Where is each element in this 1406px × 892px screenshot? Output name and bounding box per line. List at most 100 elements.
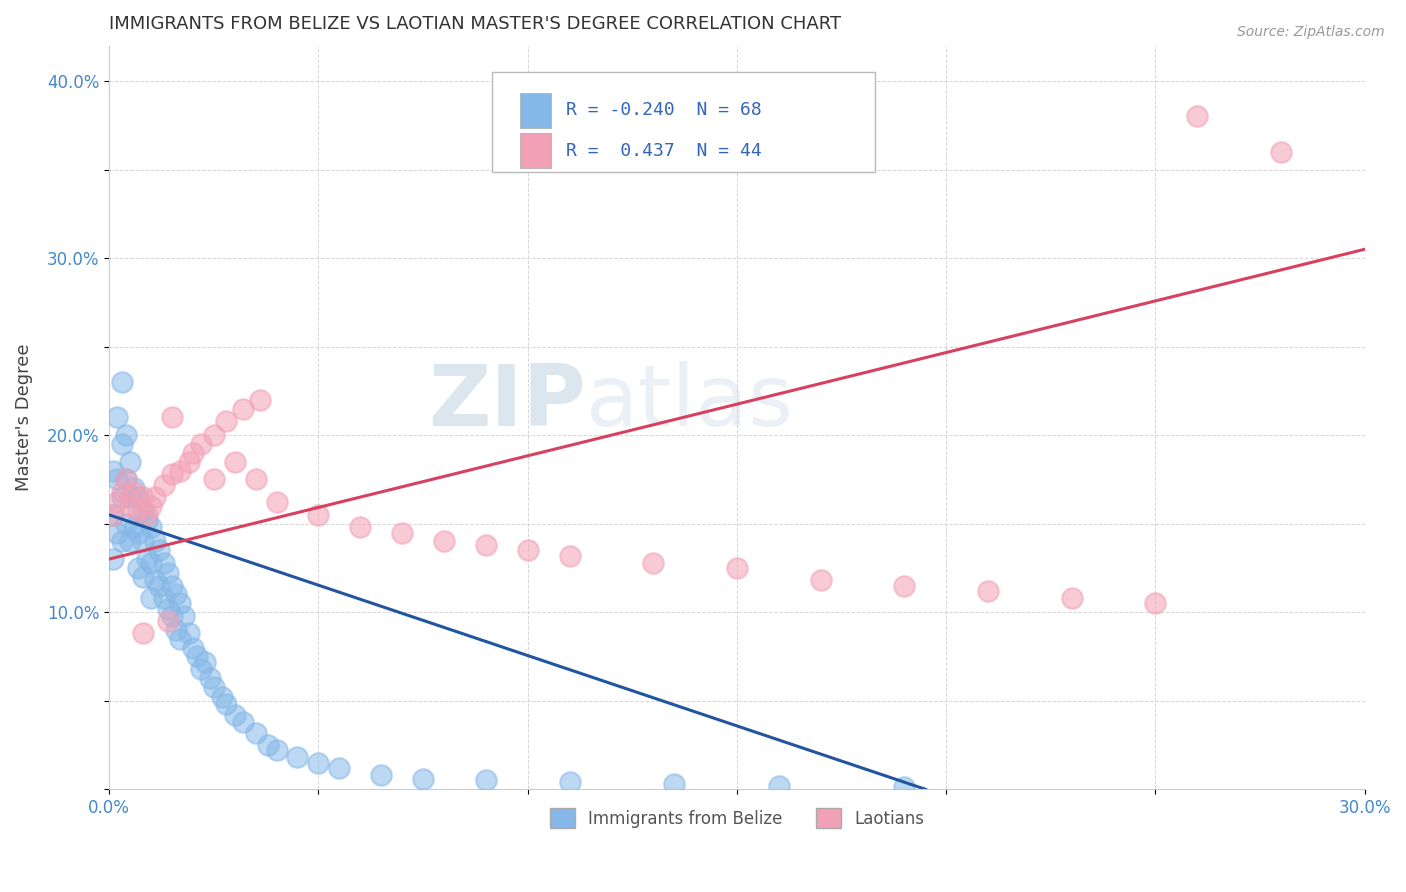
Point: [103, 552, 125, 566]
Text: IMMIGRANTS FROM BELIZE VS LAOTIAN MASTER'S DEGREE CORRELATION CHART: IMMIGRANTS FROM BELIZE VS LAOTIAN MASTER…: [110, 15, 841, 33]
Point: [266, 495, 288, 509]
Point: [139, 520, 162, 534]
Point: [139, 499, 162, 513]
Point: [143, 574, 166, 588]
Point: [165, 623, 187, 637]
Point: [127, 561, 149, 575]
Point: [391, 525, 413, 540]
Point: [127, 490, 149, 504]
Point: [131, 626, 153, 640]
Text: Source: ZipAtlas.com: Source: ZipAtlas.com: [1237, 25, 1385, 39]
Point: [370, 768, 392, 782]
Point: [232, 714, 254, 729]
Point: [249, 392, 271, 407]
Point: [115, 472, 138, 486]
Point: [107, 472, 129, 486]
Point: [266, 743, 288, 757]
Point: [307, 756, 329, 770]
Point: [118, 455, 141, 469]
Point: [475, 538, 498, 552]
Point: [810, 574, 832, 588]
Point: [725, 561, 748, 575]
Point: [349, 520, 371, 534]
Point: [160, 410, 183, 425]
Point: [558, 549, 581, 563]
Point: [173, 608, 195, 623]
Point: [111, 484, 134, 499]
Point: [224, 455, 246, 469]
Point: [115, 472, 138, 486]
Point: [118, 490, 141, 504]
Point: [103, 508, 125, 522]
Point: [160, 579, 183, 593]
Point: [131, 570, 153, 584]
Point: [977, 583, 1000, 598]
Point: [1144, 596, 1167, 610]
Point: [287, 750, 309, 764]
Point: [122, 484, 145, 499]
Point: [224, 707, 246, 722]
Point: [245, 472, 267, 486]
Point: [115, 516, 138, 531]
Point: [127, 502, 149, 516]
Point: [558, 775, 581, 789]
FancyBboxPatch shape: [492, 71, 875, 172]
Point: [111, 490, 134, 504]
Point: [257, 738, 280, 752]
Point: [156, 614, 179, 628]
FancyBboxPatch shape: [520, 133, 551, 169]
Point: [165, 587, 187, 601]
Point: [103, 508, 125, 522]
Point: [111, 534, 134, 549]
Point: [127, 525, 149, 540]
Point: [893, 579, 915, 593]
Point: [177, 626, 200, 640]
Point: [433, 534, 456, 549]
Text: R =  0.437  N = 44: R = 0.437 N = 44: [567, 142, 762, 160]
Point: [190, 662, 212, 676]
Point: [156, 601, 179, 615]
Point: [131, 534, 153, 549]
Point: [122, 481, 145, 495]
Point: [475, 773, 498, 788]
Point: [1060, 591, 1083, 605]
FancyBboxPatch shape: [520, 93, 551, 128]
Point: [186, 649, 208, 664]
Point: [107, 525, 129, 540]
Point: [156, 566, 179, 581]
Point: [245, 725, 267, 739]
Point: [148, 579, 170, 593]
Point: [662, 777, 685, 791]
Point: [115, 428, 138, 442]
Point: [202, 472, 225, 486]
Point: [139, 591, 162, 605]
Point: [160, 608, 183, 623]
Point: [107, 410, 129, 425]
Point: [307, 508, 329, 522]
Point: [103, 464, 125, 478]
Point: [190, 437, 212, 451]
Text: atlas: atlas: [586, 361, 794, 444]
Point: [1187, 110, 1209, 124]
Point: [135, 552, 157, 566]
Point: [232, 401, 254, 416]
Point: [169, 464, 191, 478]
Point: [111, 437, 134, 451]
Point: [328, 761, 350, 775]
Point: [152, 477, 174, 491]
Point: [131, 502, 153, 516]
Legend: Immigrants from Belize, Laotians: Immigrants from Belize, Laotians: [541, 799, 932, 837]
Point: [211, 690, 233, 705]
Point: [131, 490, 153, 504]
Point: [122, 520, 145, 534]
Point: [202, 428, 225, 442]
Point: [152, 591, 174, 605]
Point: [215, 414, 238, 428]
Y-axis label: Master's Degree: Master's Degree: [15, 343, 32, 491]
Point: [202, 680, 225, 694]
Text: ZIP: ZIP: [429, 361, 586, 444]
Point: [169, 596, 191, 610]
Point: [135, 508, 157, 522]
Text: R = -0.240  N = 68: R = -0.240 N = 68: [567, 102, 762, 120]
Point: [177, 455, 200, 469]
